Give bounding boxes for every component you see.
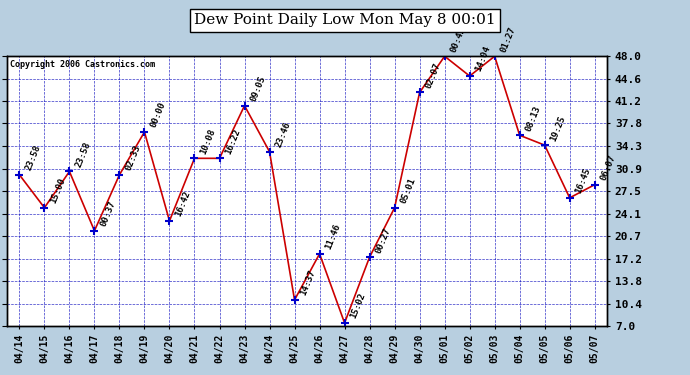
Text: 14:37: 14:37 — [299, 269, 317, 297]
Text: 16:22: 16:22 — [224, 127, 242, 156]
Text: 00:00: 00:00 — [148, 101, 167, 129]
Text: 00:42: 00:42 — [448, 25, 467, 54]
Text: 06:07: 06:07 — [599, 154, 618, 182]
Text: 11:46: 11:46 — [324, 223, 342, 251]
Text: 10:08: 10:08 — [199, 127, 217, 156]
Text: 23:58: 23:58 — [74, 140, 92, 169]
Text: 08:13: 08:13 — [524, 104, 542, 132]
Text: 14:04: 14:04 — [474, 45, 492, 73]
Text: Copyright 2006 Castronics.com: Copyright 2006 Castronics.com — [10, 60, 155, 69]
Text: 00:37: 00:37 — [99, 200, 117, 228]
Text: 05:01: 05:01 — [399, 177, 417, 205]
Text: 02:33: 02:33 — [124, 144, 142, 172]
Text: 15:02: 15:02 — [348, 292, 367, 320]
Text: 01:27: 01:27 — [499, 25, 518, 54]
Text: Dew Point Daily Low Mon May 8 00:01: Dew Point Daily Low Mon May 8 00:01 — [194, 13, 496, 27]
Text: 09:05: 09:05 — [248, 75, 267, 103]
Text: 23:58: 23:58 — [23, 144, 42, 172]
Text: 16:45: 16:45 — [574, 167, 592, 195]
Text: 23:46: 23:46 — [274, 121, 292, 149]
Text: 16:42: 16:42 — [174, 190, 192, 218]
Text: 19:25: 19:25 — [549, 114, 567, 142]
Text: 02:07: 02:07 — [424, 62, 442, 90]
Text: 15:00: 15:00 — [48, 177, 67, 205]
Text: 00:27: 00:27 — [374, 226, 392, 254]
